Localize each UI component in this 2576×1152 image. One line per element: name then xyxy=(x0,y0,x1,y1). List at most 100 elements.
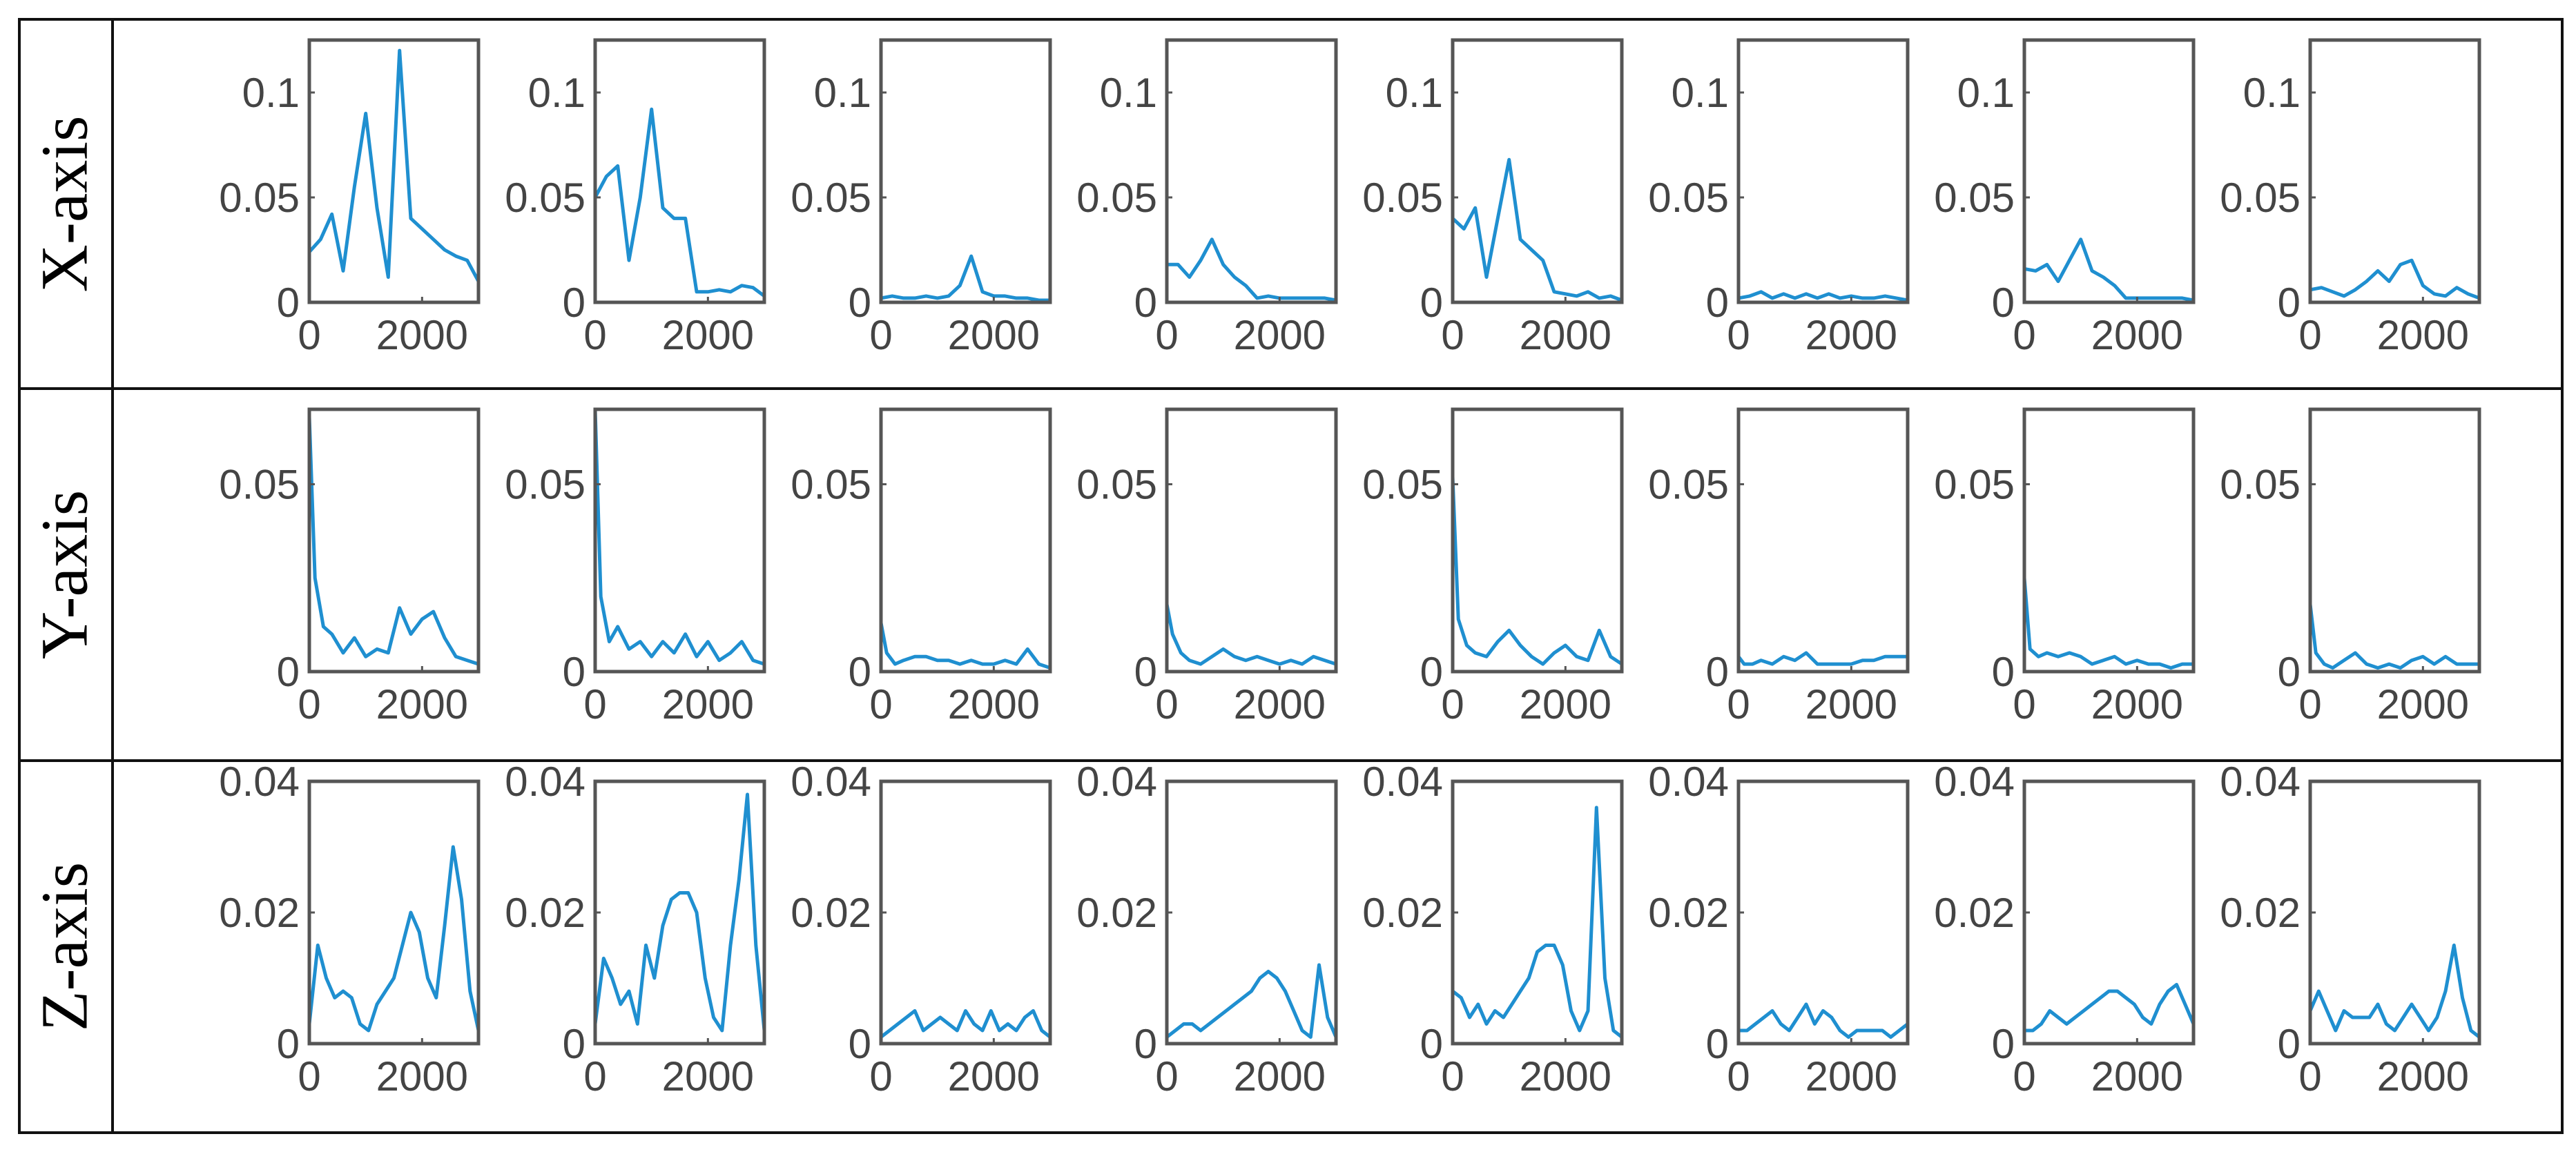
x-tick-label: 0 xyxy=(869,1053,892,1100)
x-tick-label: 0 xyxy=(2298,1053,2321,1100)
y-tick-label: 0.05 xyxy=(1362,175,1443,221)
axes-box-r1-c4 xyxy=(1451,407,1624,674)
x-tick-label: 0 xyxy=(2298,681,2321,728)
series-line-r0-c4 xyxy=(1451,157,1624,302)
series-line-r1-c1 xyxy=(593,407,766,666)
x-tick-label: 0 xyxy=(2013,681,2035,728)
x-tick-label: 0 xyxy=(298,312,320,358)
series-line-r2-c6 xyxy=(2022,983,2196,1033)
y-tick-label: 0 xyxy=(1134,280,1157,326)
y-tick-label: 0.04 xyxy=(1934,759,2015,805)
axes-box-r0-c2 xyxy=(879,38,1052,304)
axes-box-r0-c5 xyxy=(1736,38,1910,304)
x-tick-label: 2000 xyxy=(2377,1053,2469,1100)
y-tick-label: 0.05 xyxy=(219,462,300,508)
y-tick-label: 0 xyxy=(277,649,300,695)
y-tick-label: 0 xyxy=(849,649,871,695)
y-tick-label: 0.05 xyxy=(1934,462,2015,508)
y-tick-label: 0.02 xyxy=(791,890,871,936)
x-tick-label: 2000 xyxy=(2377,681,2469,728)
y-tick-label: 0.1 xyxy=(814,70,871,116)
x-tick-label: 0 xyxy=(1155,1053,1178,1100)
y-tick-label: 0.04 xyxy=(1076,759,1157,805)
y-tick-label: 0.05 xyxy=(505,175,585,221)
axes-box-r0-c4 xyxy=(1451,38,1624,304)
x-tick-label: 2000 xyxy=(662,312,754,358)
series-line-r1-c6 xyxy=(2022,576,2196,670)
y-tick-label: 0.02 xyxy=(1648,890,1729,936)
axes-box-r1-c1 xyxy=(593,407,766,674)
axes-box-r0-c3 xyxy=(1165,38,1338,304)
y-tick-label: 0 xyxy=(849,280,871,326)
y-tick-label: 0.05 xyxy=(505,462,585,508)
axes-box-r2-c2 xyxy=(879,779,1052,1046)
x-tick-label: 0 xyxy=(1441,681,1464,728)
y-tick-label: 0.05 xyxy=(1934,175,2015,221)
y-tick-label: 0.02 xyxy=(2220,890,2301,936)
y-tick-label: 0 xyxy=(1992,649,2015,695)
series-line-r1-c5 xyxy=(1736,651,1910,666)
y-tick-label: 0.04 xyxy=(1362,759,1443,805)
y-tick-label: 0.02 xyxy=(1076,890,1157,936)
x-tick-label: 2000 xyxy=(376,681,468,728)
x-tick-label: 0 xyxy=(583,1053,606,1100)
x-tick-label: 0 xyxy=(2013,1053,2035,1100)
x-tick-label: 0 xyxy=(1727,681,1750,728)
axes-box-r0-c6 xyxy=(2022,38,2196,304)
y-tick-label: 0.02 xyxy=(219,890,300,936)
x-tick-label: 2000 xyxy=(2091,312,2183,358)
series-line-r0-c1 xyxy=(593,107,766,298)
axes-box-r2-c7 xyxy=(2308,779,2481,1046)
y-tick-label: 0 xyxy=(2278,280,2301,326)
axes-box-r1-c5 xyxy=(1736,407,1910,674)
y-tick-label: 0 xyxy=(1992,1021,2015,1067)
axes-box-r2-c5 xyxy=(1736,779,1910,1046)
y-tick-label: 0 xyxy=(1420,649,1443,695)
axes-box-r0-c7 xyxy=(2308,38,2481,304)
y-tick-label: 0.04 xyxy=(505,759,585,805)
axes-box-r2-c6 xyxy=(2022,779,2196,1046)
series-line-r2-c5 xyxy=(1736,1002,1910,1039)
y-tick-label: 0.05 xyxy=(791,462,871,508)
y-tick-label: 0 xyxy=(563,1021,585,1067)
x-tick-label: 2000 xyxy=(1234,1053,1326,1100)
y-tick-label: 0.04 xyxy=(2220,759,2301,805)
figure-frame xyxy=(18,18,2564,1134)
x-tick-label: 2000 xyxy=(2091,1053,2183,1100)
series-line-r0-c0 xyxy=(307,48,481,284)
y-tick-label: 0 xyxy=(1134,1021,1157,1067)
series-line-r1-c3 xyxy=(1165,602,1338,666)
y-tick-label: 0 xyxy=(1706,280,1729,326)
y-tick-label: 0.04 xyxy=(791,759,871,805)
series-line-r1-c0 xyxy=(307,415,481,666)
axes-box-r1-c6 xyxy=(2022,407,2196,674)
y-tick-label: 0 xyxy=(2278,649,2301,695)
series-line-r1-c4 xyxy=(1451,475,1624,666)
y-tick-label: 0.1 xyxy=(2243,70,2301,116)
x-tick-label: 2000 xyxy=(948,1053,1040,1100)
series-line-r0-c2 xyxy=(879,254,1052,302)
y-tick-label: 0 xyxy=(563,649,585,695)
x-tick-label: 0 xyxy=(1155,681,1178,728)
axes-box-r0-c0 xyxy=(307,38,481,304)
series-line-r0-c6 xyxy=(2022,237,2196,302)
x-tick-label: 2000 xyxy=(376,312,468,358)
y-tick-label: 0.05 xyxy=(219,175,300,221)
x-tick-label: 0 xyxy=(869,312,892,358)
y-tick-label: 0.05 xyxy=(1076,462,1157,508)
y-tick-label: 0.05 xyxy=(2220,175,2301,221)
y-tick-label: 0.1 xyxy=(1672,70,1729,116)
series-line-r2-c7 xyxy=(2308,944,2481,1039)
x-tick-label: 0 xyxy=(1441,312,1464,358)
x-tick-label: 0 xyxy=(298,681,320,728)
series-line-r2-c2 xyxy=(879,1009,1052,1039)
series-line-r2-c4 xyxy=(1451,806,1624,1039)
x-tick-label: 2000 xyxy=(1805,1053,1897,1100)
y-tick-label: 0 xyxy=(2278,1021,2301,1067)
x-tick-label: 0 xyxy=(1441,1053,1464,1100)
series-line-r1-c2 xyxy=(879,621,1052,670)
y-tick-label: 0.05 xyxy=(791,175,871,221)
y-tick-label: 0.05 xyxy=(1076,175,1157,221)
x-tick-label: 2000 xyxy=(2091,681,2183,728)
